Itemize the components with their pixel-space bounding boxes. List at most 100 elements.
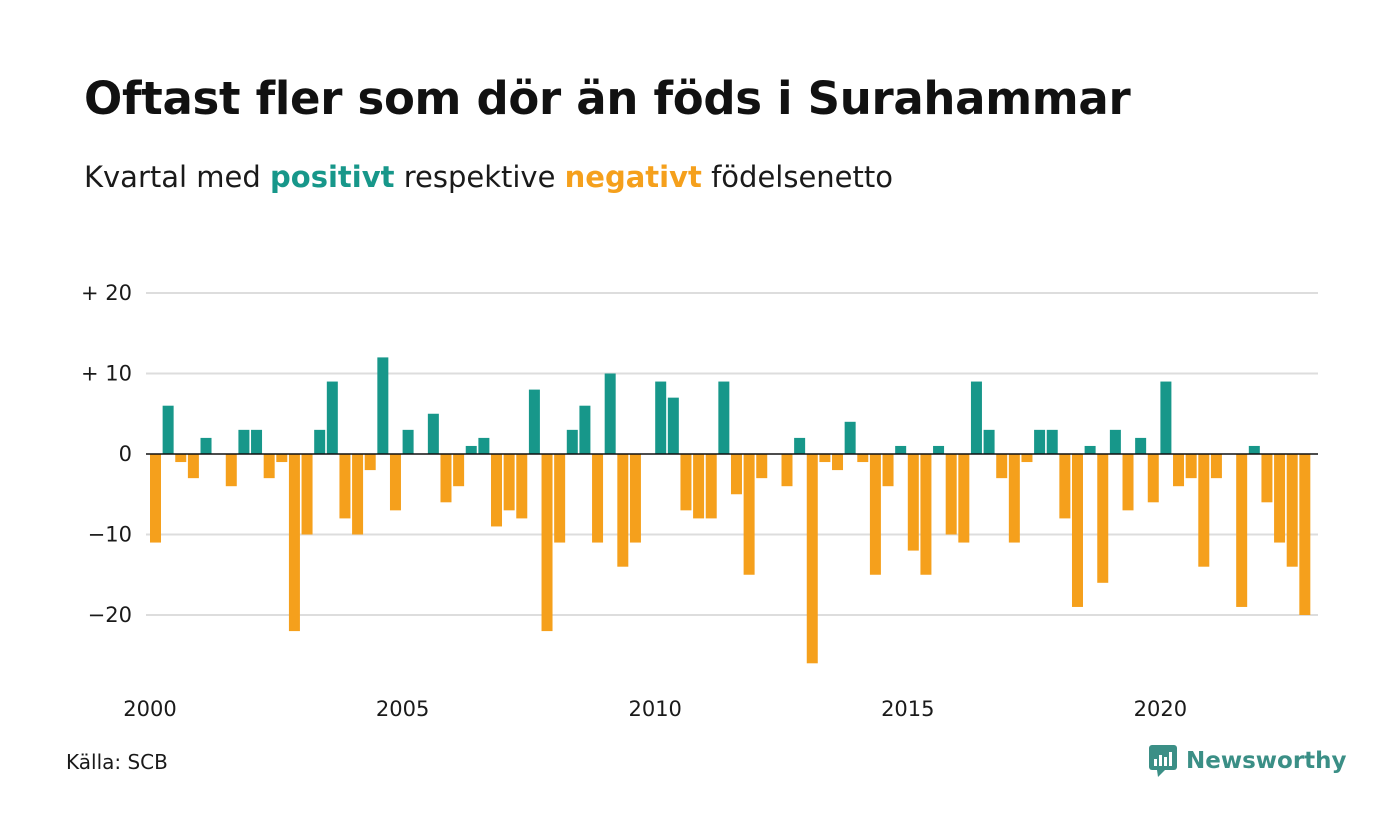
bar	[680, 454, 692, 511]
bar	[389, 454, 401, 511]
y-tick-label: + 10	[81, 362, 132, 386]
bar	[579, 405, 591, 454]
bar	[187, 454, 199, 479]
bar	[655, 381, 667, 454]
bar	[705, 454, 717, 519]
bar	[996, 454, 1008, 479]
y-tick-label: + 20	[81, 281, 132, 305]
bar	[907, 454, 919, 551]
bar	[263, 454, 275, 479]
bar	[617, 454, 629, 567]
bar	[794, 437, 806, 454]
bar	[503, 454, 515, 511]
x-tick-label: 2015	[881, 697, 934, 720]
bar	[175, 454, 187, 463]
bar	[730, 454, 742, 495]
bar	[225, 454, 237, 487]
bar	[1147, 454, 1159, 503]
bar	[945, 454, 957, 535]
bar	[1274, 454, 1286, 543]
x-tick-label: 2020	[1134, 697, 1187, 720]
bar	[970, 381, 982, 454]
bar	[478, 437, 490, 454]
bar	[895, 445, 907, 454]
bar	[251, 429, 263, 454]
source-note: Källa: SCB	[66, 750, 168, 774]
bar	[465, 445, 477, 454]
bar	[1059, 454, 1071, 519]
bar	[339, 454, 351, 519]
bar	[541, 454, 553, 632]
bar	[453, 454, 465, 487]
bar	[554, 454, 566, 543]
bar	[882, 454, 894, 487]
bar	[756, 454, 768, 479]
bar	[718, 381, 730, 454]
bar	[819, 454, 831, 463]
bar	[276, 454, 288, 463]
bar	[781, 454, 793, 487]
chart-title: Oftast fler som dör än föds i Surahammar	[84, 72, 1131, 125]
bar	[958, 454, 970, 543]
brand-name: Newsworthy	[1186, 748, 1347, 774]
bar	[1236, 454, 1248, 607]
bar	[440, 454, 452, 503]
bar	[516, 454, 528, 519]
bar	[1261, 454, 1273, 503]
y-tick-label: −20	[88, 603, 132, 627]
bar	[592, 454, 604, 543]
bar	[1046, 429, 1058, 454]
bar	[1135, 437, 1147, 454]
y-tick-label: −10	[88, 523, 132, 547]
bar	[238, 429, 250, 454]
bar	[693, 454, 705, 519]
bar	[1008, 454, 1020, 543]
bar	[1109, 429, 1121, 454]
subtitle-middle: respektive	[394, 160, 565, 194]
subtitle-prefix: Kvartal med	[84, 160, 271, 194]
bar	[352, 454, 364, 535]
bar	[491, 454, 503, 527]
bar	[314, 429, 326, 454]
bar	[1248, 445, 1260, 454]
bar	[869, 454, 881, 575]
bar	[1071, 454, 1083, 607]
bar	[1198, 454, 1210, 567]
bar	[1160, 381, 1172, 454]
newsworthy-logo-icon	[1149, 745, 1177, 777]
bar	[857, 454, 869, 463]
bar	[1210, 454, 1222, 479]
bar-chart: + 20 + 10 0 −10 −20 2000 2005 2010 2015 2020	[81, 281, 1318, 720]
x-tick-label: 2005	[376, 697, 429, 720]
bar	[1021, 454, 1033, 463]
bar	[806, 454, 818, 664]
bar	[200, 437, 212, 454]
bar	[288, 454, 300, 632]
chart-subtitle: Kvartal med positivt respektive negativt…	[84, 160, 893, 194]
bar	[301, 454, 313, 535]
bar	[377, 357, 389, 454]
bar	[1185, 454, 1197, 479]
brand: Newsworthy	[1148, 744, 1347, 778]
bar	[427, 413, 439, 454]
bar	[1299, 454, 1311, 615]
bar	[832, 454, 844, 471]
bar	[1084, 445, 1096, 454]
bar	[162, 405, 174, 454]
bar	[1097, 454, 1109, 583]
subtitle-suffix: födelsenetto	[701, 160, 893, 194]
bar	[1286, 454, 1298, 567]
y-tick-label: 0	[119, 442, 132, 466]
bar	[933, 445, 945, 454]
x-tick-label: 2000	[123, 697, 176, 720]
bar	[920, 454, 932, 575]
bar	[1173, 454, 1185, 487]
bar	[743, 454, 755, 575]
bar	[983, 429, 995, 454]
bar	[566, 429, 578, 454]
bar	[402, 429, 414, 454]
bar	[364, 454, 376, 471]
subtitle-positive-word: positivt	[270, 160, 395, 194]
bar	[150, 454, 161, 543]
bar	[667, 397, 679, 454]
